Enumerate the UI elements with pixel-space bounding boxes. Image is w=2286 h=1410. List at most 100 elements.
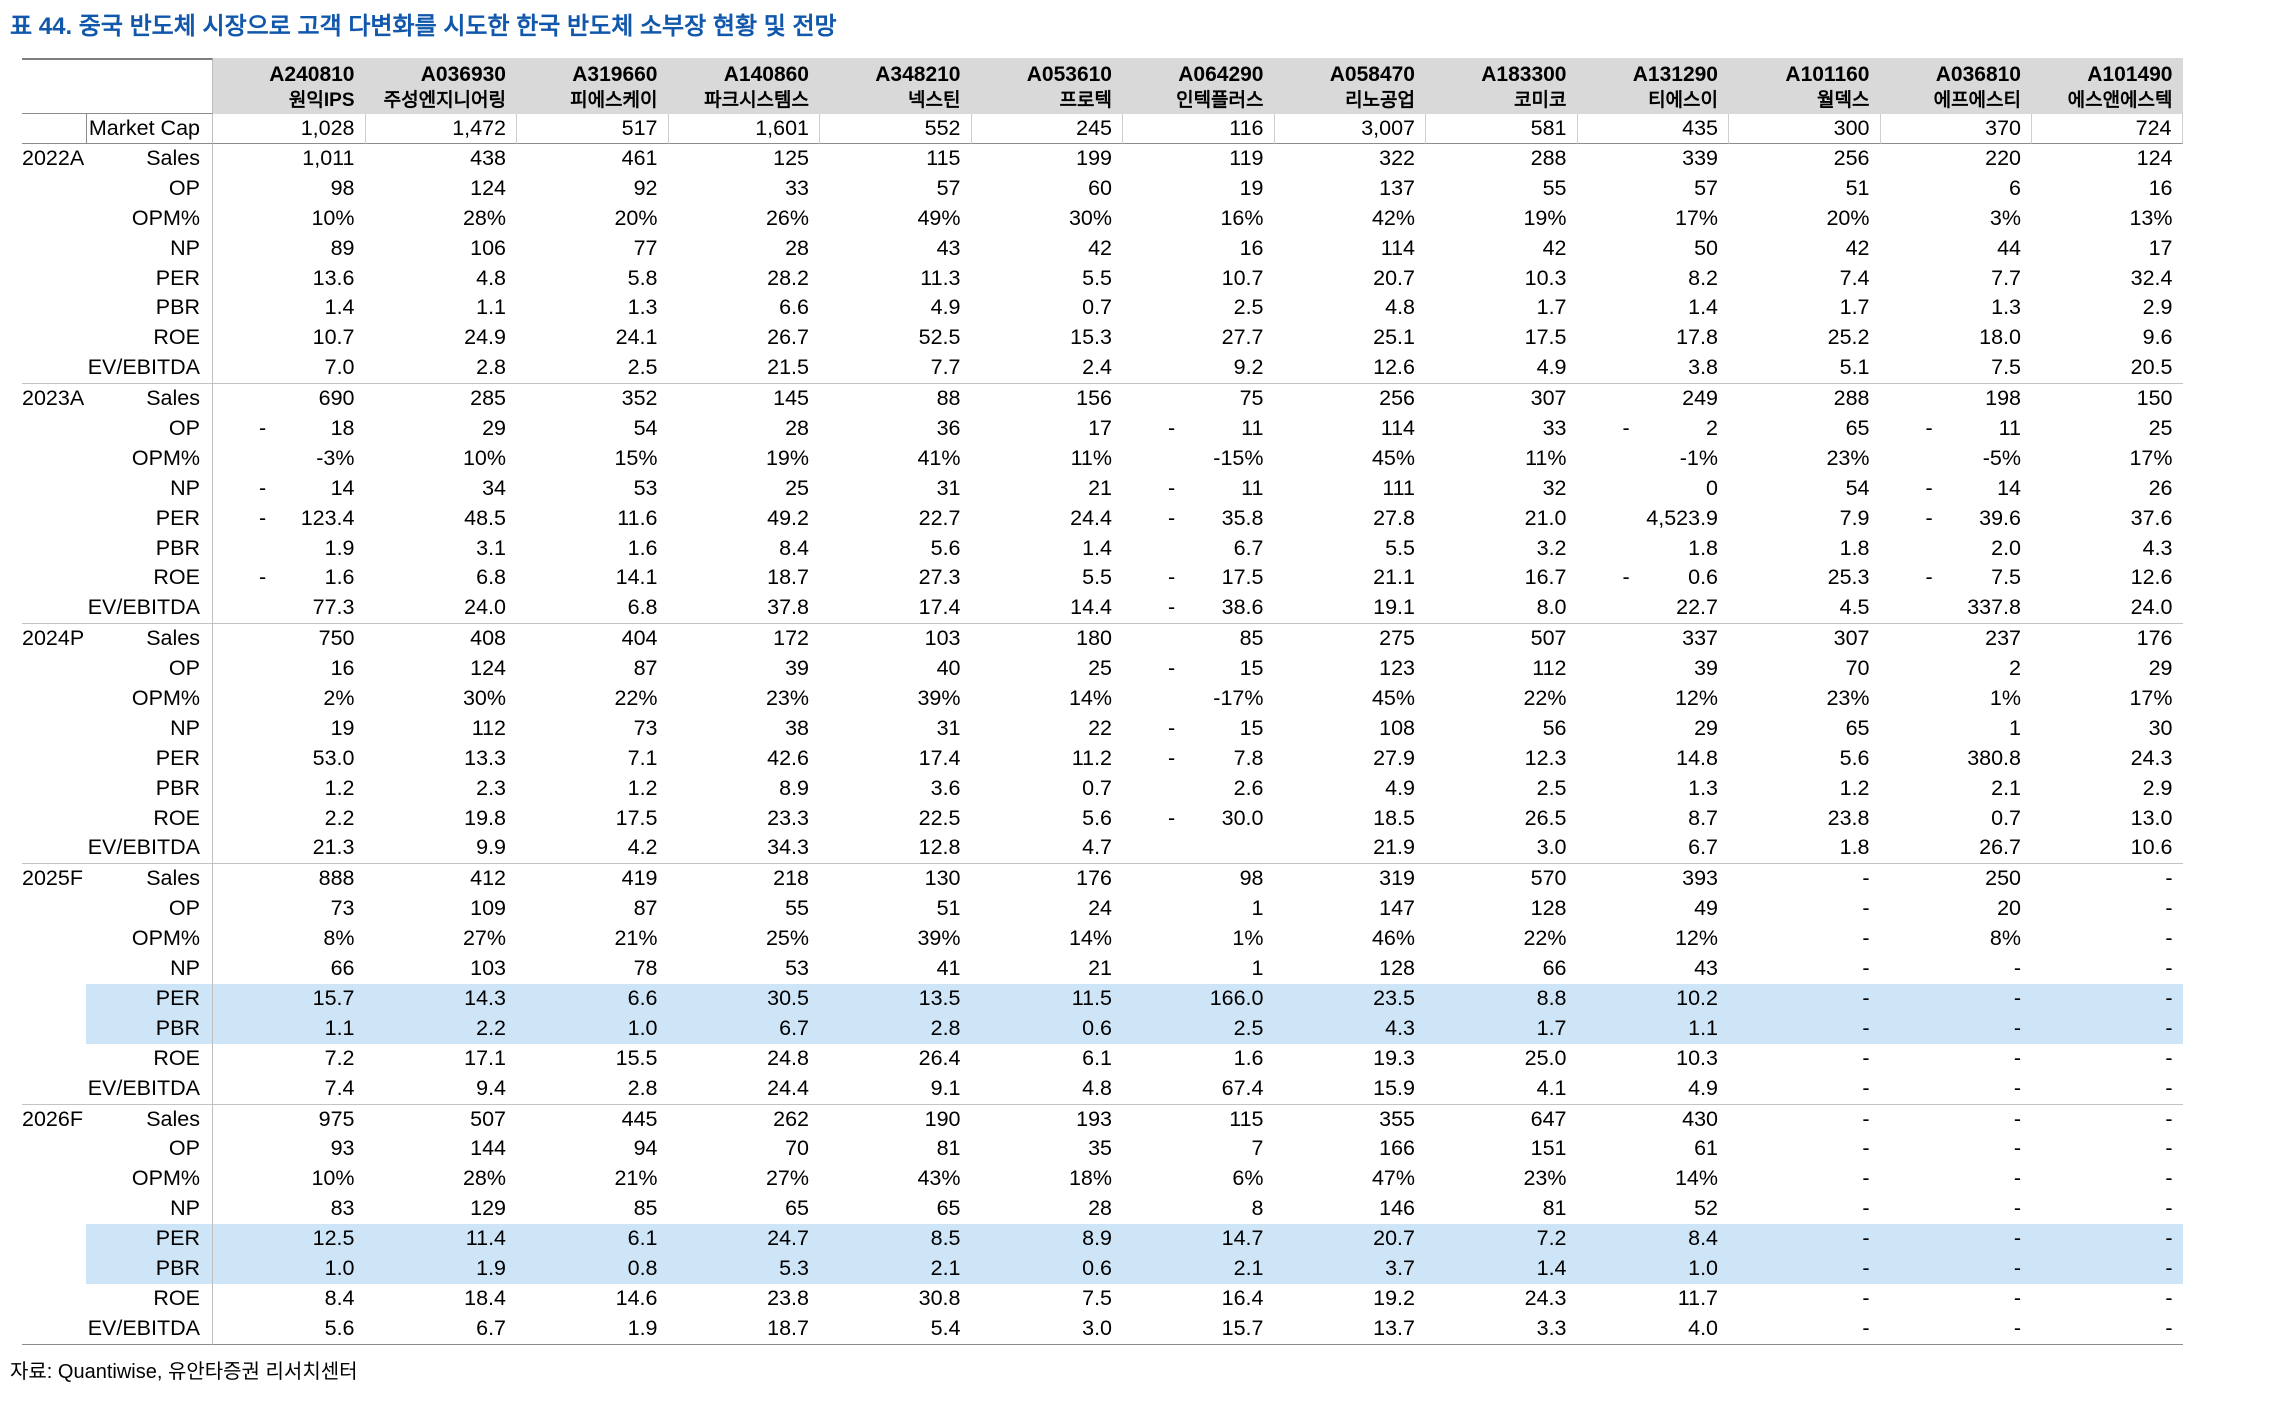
table-cell: 507 [470,1106,506,1131]
table-cell: 1.3 [1991,295,2021,320]
cell-number: 11 [1241,416,1264,441]
company-code: A058470 [1329,63,1415,86]
table-cell: 20.7 [1373,265,1415,290]
table-cell: 27.9 [1373,745,1415,770]
table-cell: 4.5 [1728,593,1880,625]
year-cell [22,1254,86,1284]
table-cell: - [2165,1106,2173,1131]
table-cell: 6% [1232,1166,1264,1191]
table-cell: 1.0 [516,1013,668,1044]
table-cell: 4.8 [476,265,506,290]
table-cell: 88 [936,386,961,411]
negative-sign: - [259,416,267,441]
table-cell: 26.7 [1879,833,2031,865]
table-cell: 5.6 [1082,805,1112,830]
company-code: A036930 [420,63,506,86]
table-cell: 3.3 [1425,1314,1577,1345]
table-cell: 31 [936,715,961,740]
table-cell: 1.6 [1233,1045,1264,1070]
table-cell: - 18 [213,414,365,444]
company-header: A064290 인텍플러스 [1122,58,1274,114]
table-cell: 15.7 [1122,1314,1274,1345]
table-cell: 28% [462,205,506,230]
market-cap-value: 517 [516,114,668,144]
negative-sign: - [1925,565,1933,590]
table-cell: 5.8 [627,265,658,290]
table-cell: 23.8 [767,1285,809,1310]
table-cell: 43 [936,235,961,260]
market-cap-value: 1,601 [667,114,819,144]
table-cell: 44 [1997,235,2021,260]
table-cell: 87 [633,896,658,921]
year-cell: 2022A [22,146,85,170]
table-cell: 18.4 [464,1285,506,1310]
table-cell: 199 [1076,146,1112,170]
table-cell: 26 [2148,475,2173,500]
cell-number: 2 [1706,416,1718,441]
table-cell: 125 [773,146,809,170]
table-cell: - 11 [1122,474,1274,504]
table-cell: 31 [936,475,961,500]
table-cell: 49.2 [767,505,809,530]
table-cell: 690 [318,386,355,411]
table-cell: 0.7 [1082,295,1112,320]
table-cell: 83 [330,1196,355,1221]
table-cell: 1.4 [1688,295,1718,320]
table-cell: 1.2 [324,775,355,800]
table-cell: 14.7 [1122,1224,1274,1254]
table-cell: 15.3 [1070,325,1112,350]
table-cell: 507 [1530,626,1567,651]
metric-label: PBR [86,293,213,324]
table-cell: -3% [316,445,355,470]
table-cell: 115 [1229,1106,1264,1131]
table-cell: 16 [330,656,355,681]
table-cell: 128 [1379,956,1415,981]
table-cell: - 17.5 [1122,563,1274,593]
table-cell: 23.5 [1273,983,1425,1014]
year-cell [22,924,86,954]
table-cell: 29 [1694,715,1718,740]
table-cell: - [1728,1224,1880,1254]
negative-sign: - [1168,595,1176,620]
table-cell: 146 [1379,1196,1415,1221]
table-cell: 21.1 [1373,565,1415,590]
table-cell: 355 [1379,1106,1415,1131]
company-code: A240810 [269,63,355,86]
table-cell: 37.8 [667,593,819,625]
table-cell: 3.0 [1425,833,1577,865]
company-name: 프로텍 [1059,90,1112,111]
table-cell: 24.1 [615,325,658,350]
market-cap-value: 3,007 [1273,114,1425,144]
table-cell: 647 [1530,1106,1567,1131]
table-cell: 137 [1379,175,1415,200]
table-cell: 2.0 [1991,535,2021,560]
table-cell: 8% [323,926,355,951]
table-cell: 144 [470,1136,506,1161]
table-cell: 12.8 [819,833,971,865]
table-cell: 19% [1523,205,1567,230]
cell-number: 17.5 [1221,565,1264,590]
table-cell: 19.8 [464,805,506,830]
table-cell: 180 [1076,626,1112,651]
table-cell: 16.4 [1221,1285,1264,1310]
table-cell: 6.1 [516,1224,668,1254]
table-cell: 4.9 [1385,775,1415,800]
table-cell: 570 [1530,866,1567,891]
table-cell: 10.6 [2031,833,2183,865]
table-cell: 85 [633,1196,658,1221]
company-name: 리노공업 [1345,90,1415,111]
table-cell: 45% [1371,686,1415,711]
table-cell: 3.6 [930,775,961,800]
table-cell: 288 [1833,386,1870,411]
table-cell: 51 [1845,175,1870,200]
table-cell: - [2031,1224,2183,1254]
table-cell: 24.4 [667,1074,819,1105]
negative-sign: - [259,475,267,500]
table-cell: 98 [1239,866,1264,891]
table-cell: 52 [1694,1196,1718,1221]
cell-number: 15 [1239,715,1264,740]
table-cell: 0.7 [1991,805,2021,830]
table-cell: 25 [785,475,809,500]
table-cell: 7.4 [1839,265,1870,290]
table-cell: 115 [926,146,961,170]
